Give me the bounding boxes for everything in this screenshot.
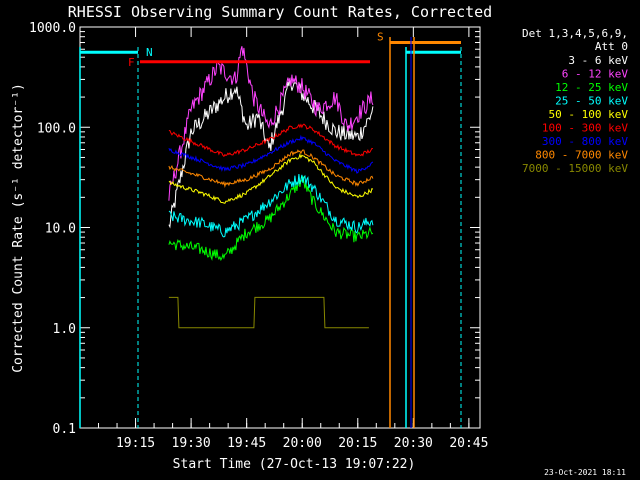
chart-title: RHESSI Observing Summary Count Rates, Co… — [68, 3, 492, 21]
legend-entry: 7000 - 15000 keV — [522, 162, 628, 175]
y-axis-label: Corrected Count Rate (s⁻¹ detector⁻¹) — [11, 83, 26, 373]
plot-frame — [79, 26, 481, 429]
plot-axes — [79, 26, 481, 429]
x-tick-label: 20:45 — [449, 436, 488, 451]
legend-entry: 6 - 12 keV — [562, 68, 629, 81]
y-tick-label: 1000.0 — [29, 21, 76, 36]
series-line — [168, 153, 374, 204]
data-series — [168, 46, 374, 329]
legend-entry: 3 - 6 keV — [568, 54, 628, 67]
y-tick-label: 100.0 — [37, 121, 76, 136]
legend-entry: 800 - 7000 keV — [535, 149, 628, 162]
flare-label: F — [128, 56, 135, 69]
x-tick-label: 20:00 — [283, 436, 322, 451]
series-line — [168, 134, 374, 174]
series-line — [168, 173, 374, 238]
x-tick-label: 19:45 — [227, 436, 266, 451]
saa-label: S — [377, 31, 384, 44]
x-tick-label: 19:30 — [172, 436, 211, 451]
legend-title: Att 0 — [595, 40, 628, 53]
legend-entry: 25 - 50 keV — [555, 95, 628, 108]
y-tick-label: 10.0 — [45, 222, 76, 237]
legend-entry: 300 - 800 keV — [542, 135, 628, 148]
series-line — [168, 296, 369, 329]
series-line — [168, 78, 374, 229]
series-line — [168, 176, 374, 262]
legend-entry: 50 - 100 keV — [549, 108, 629, 121]
axis-ticks: 0.1 1.0 10.0 100.0 1000.0 19:15 19:30 19:45 20:0… — [29, 21, 488, 451]
x-tick-label: 19:15 — [116, 436, 155, 451]
y-tick-label: 0.1 — [53, 422, 76, 437]
series-line — [168, 123, 373, 158]
annotation-bars: NF S — [79, 31, 462, 428]
night-label: N — [146, 46, 153, 59]
series-line — [168, 46, 374, 201]
y-tick-label: 1.0 — [53, 322, 76, 337]
x-axis-label: Start Time (27-Oct-13 19:07:22) — [173, 457, 416, 472]
legend-entry: 100 - 300 keV — [542, 122, 628, 135]
footer-timestamp: 23-Oct-2021 18:11 — [544, 468, 626, 477]
legend-entry: 12 - 25 keV — [555, 81, 628, 94]
series-line — [168, 149, 374, 188]
x-tick-label: 20:15 — [338, 436, 377, 451]
legend-title: Det 1,3,4,5,6,9, — [522, 27, 628, 40]
x-tick-label: 20:30 — [394, 436, 433, 451]
